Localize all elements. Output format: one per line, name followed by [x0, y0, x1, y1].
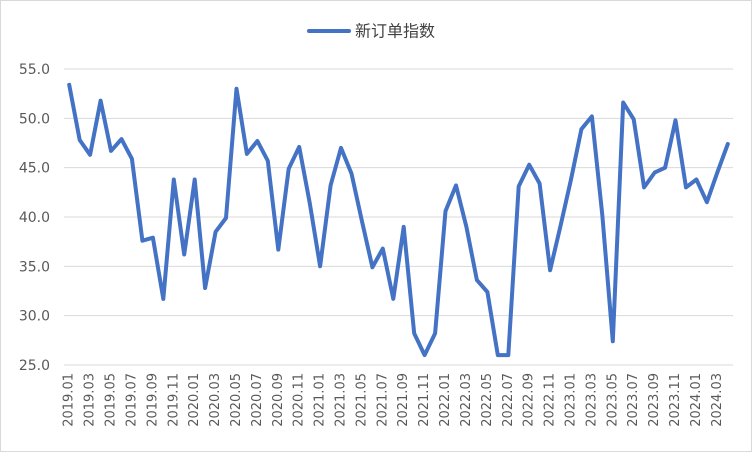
x-tick-label: 2022.07	[501, 373, 516, 427]
x-tick-label: 2019.07	[124, 373, 139, 427]
y-tick-label: 25.0	[19, 358, 50, 374]
x-tick-label: 2023.01	[563, 373, 578, 427]
x-tick-label: 2019.05	[104, 373, 119, 427]
x-tick-label: 2021.03	[334, 373, 349, 427]
x-tick-label: 2022.01	[438, 373, 453, 427]
x-tick-label: 2024.03	[710, 373, 725, 427]
y-tick-label: 50.0	[19, 111, 50, 127]
series-layer	[67, 82, 730, 358]
x-axis-ticks: 2019.01 2019.03 2019.05 2019.07 2019.09 2019.…	[62, 373, 725, 427]
y-axis-ticks: 25.0 30.0 35.0 40.0 45.0 50.0 55.0	[19, 62, 50, 374]
y-tick-label: 55.0	[19, 62, 50, 78]
x-tick-label: 2020.01	[187, 373, 202, 427]
y-tick-label: 45.0	[19, 161, 50, 177]
x-tick-label: 2022.09	[522, 373, 537, 427]
x-tick-label: 2020.07	[250, 373, 265, 427]
x-tick-label: 2022.05	[480, 373, 495, 427]
x-tick-label: 2020.09	[271, 373, 286, 427]
x-tick-label: 2021.05	[354, 373, 369, 427]
x-tick-label: 2021.09	[396, 373, 411, 427]
series-line	[67, 82, 730, 358]
legend-label: 新订单指数	[355, 22, 435, 41]
x-tick-label: 2024.01	[689, 373, 704, 427]
x-tick-label: 2021.01	[313, 373, 328, 427]
legend: 新订单指数	[307, 22, 435, 41]
x-tick-label: 2021.07	[375, 373, 390, 427]
y-tick-label: 40.0	[19, 210, 50, 226]
x-tick-label: 2019.11	[166, 373, 181, 427]
x-tick-label: 2023.03	[584, 373, 599, 427]
x-tick-label: 2019.01	[62, 373, 77, 427]
x-tick-label: 2022.03	[459, 373, 474, 427]
x-tick-label: 2020.05	[229, 373, 244, 427]
gridlines	[64, 68, 733, 366]
x-tick-label: 2020.11	[292, 373, 307, 427]
x-tick-label: 2022.11	[543, 373, 558, 427]
x-tick-label: 2021.11	[417, 373, 432, 427]
y-tick-label: 35.0	[19, 259, 50, 275]
x-tick-label: 2023.07	[626, 373, 641, 427]
x-tick-label: 2019.03	[83, 373, 98, 427]
x-tick-label: 2023.09	[647, 373, 662, 427]
x-tick-label: 2019.09	[145, 373, 160, 427]
x-tick-label: 2023.05	[605, 373, 620, 427]
y-tick-label: 30.0	[19, 309, 50, 325]
x-tick-label: 2020.03	[208, 373, 223, 427]
x-tick-label: 2023.11	[668, 373, 683, 427]
